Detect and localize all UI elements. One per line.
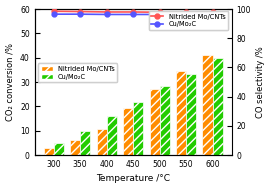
Bar (54, 143, 64, 155)
Bar (202, 55, 212, 155)
Cu/Mo₂C (79, 13, 82, 15)
Y-axis label: CO₂ conversion /%: CO₂ conversion /% (6, 43, 15, 121)
Line: Nitrided Mo/CNTs: Nitrided Mo/CNTs (51, 9, 215, 15)
Nitrided Mo/CNTs (185, 11, 188, 13)
Cu/Mo₂C (105, 13, 108, 15)
Bar (70, 140, 80, 155)
X-axis label: Temperature /°C: Temperature /°C (96, 174, 170, 184)
Nitrided Mo/CNTs (105, 11, 108, 13)
Nitrided Mo/CNTs (52, 10, 55, 12)
Bar (96, 129, 107, 155)
Cu/Mo₂C (131, 13, 135, 15)
Cu/Mo₂C (158, 13, 161, 15)
Bar (160, 86, 170, 155)
Nitrided Mo/CNTs (79, 10, 82, 13)
Bar (80, 131, 90, 155)
Cu/Mo₂C (185, 13, 188, 15)
Nitrided Mo/CNTs (158, 11, 161, 13)
Line: Cu/Mo₂C: Cu/Mo₂C (51, 12, 215, 17)
Bar (123, 108, 133, 155)
Bar (133, 101, 143, 155)
Cu/Mo₂C (211, 13, 214, 15)
Bar (107, 116, 117, 155)
Bar (150, 89, 160, 155)
Cu/Mo₂C (52, 13, 55, 15)
Legend: Nitrided Mo/CNTs, Cu/Mo₂C: Nitrided Mo/CNTs, Cu/Mo₂C (38, 64, 117, 82)
Nitrided Mo/CNTs (131, 11, 135, 13)
Bar (212, 58, 222, 155)
Bar (44, 148, 54, 155)
Bar (186, 74, 196, 155)
Bar (176, 71, 186, 155)
Legend: Nitrided Mo/CNTs, Cu/Mo₂C: Nitrided Mo/CNTs, Cu/Mo₂C (149, 11, 228, 30)
Nitrided Mo/CNTs (211, 11, 214, 13)
Y-axis label: CO selectivity /%: CO selectivity /% (256, 46, 265, 118)
